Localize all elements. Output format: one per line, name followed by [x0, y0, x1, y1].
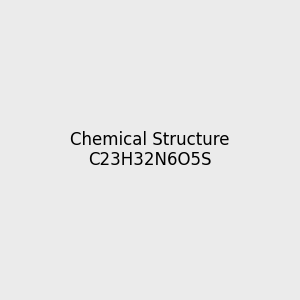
Text: Chemical Structure
C23H32N6O5S: Chemical Structure C23H32N6O5S — [70, 130, 230, 170]
